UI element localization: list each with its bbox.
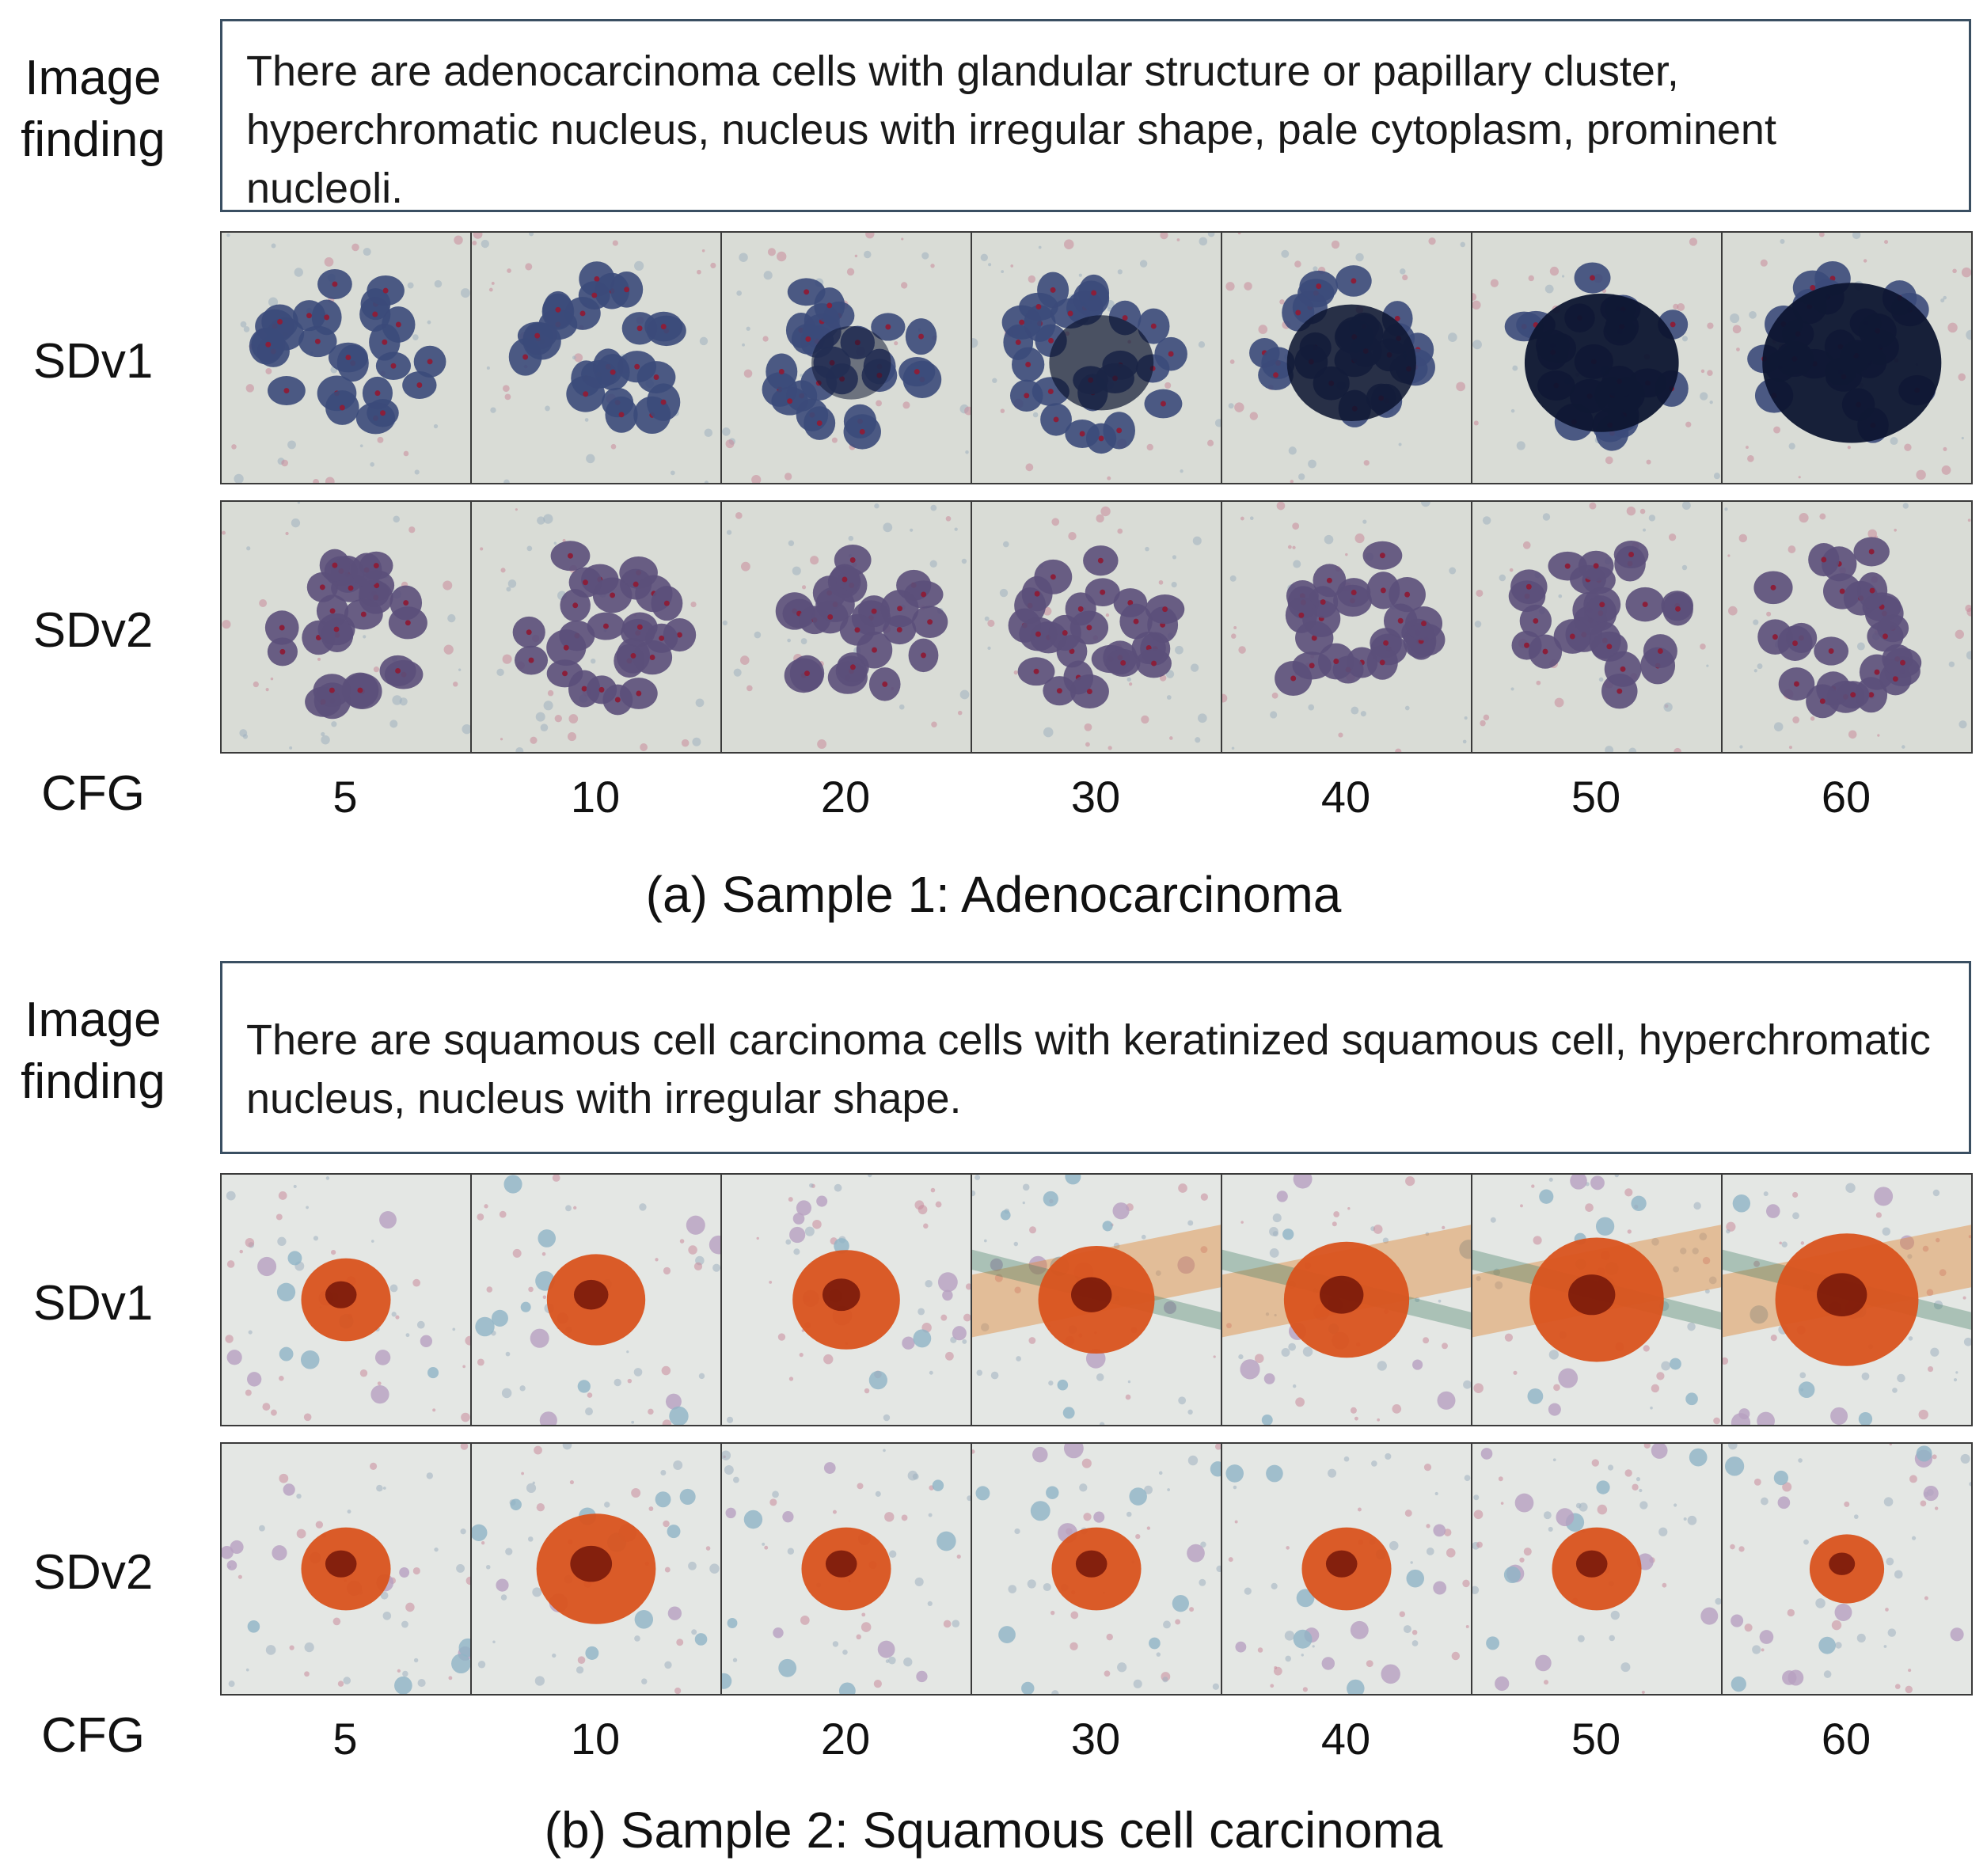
micrograph-image	[1723, 233, 1971, 483]
micrograph-tile	[971, 1173, 1222, 1426]
micrograph-tile	[1721, 1173, 1973, 1426]
micrograph-image	[1472, 1175, 1721, 1425]
micrograph-tile	[720, 231, 972, 484]
micrograph-image	[1723, 502, 1971, 752]
cfg-value: 40	[1320, 1714, 1371, 1764]
micrograph-tile	[1221, 231, 1472, 484]
micrograph-image	[472, 1175, 720, 1425]
cfg-value: 30	[1070, 1714, 1121, 1764]
micrograph-tile	[220, 500, 472, 754]
micrograph-tile	[1721, 1442, 1973, 1696]
tile-row-sdv2	[220, 500, 1973, 754]
micrograph-image	[722, 1444, 971, 1694]
micrograph-image	[472, 1444, 720, 1694]
micrograph-image	[472, 233, 720, 483]
finding-label: Image finding	[21, 51, 165, 167]
micrograph-tile	[1471, 231, 1723, 484]
finding-label: Image finding	[21, 993, 165, 1109]
tile-row-sdv1	[220, 1173, 1973, 1426]
row-label-sdv1: SDv1	[32, 1276, 154, 1331]
cfg-value: 20	[820, 1714, 871, 1764]
micrograph-tile	[1721, 231, 1973, 484]
tile-row-sdv1	[220, 231, 1973, 484]
micrograph-image	[1222, 1444, 1471, 1694]
micrograph-tile	[470, 1442, 722, 1696]
micrograph-image	[222, 233, 470, 483]
row-label-sdv2: SDv2	[32, 1545, 154, 1600]
caption-b: (b) Sample 2: Squamous cell carcinoma	[544, 1802, 1443, 1859]
micrograph-image	[972, 502, 1221, 752]
micrograph-tile	[220, 1173, 472, 1426]
cfg-values: 5 10 20 30 40 50 60	[220, 769, 1971, 825]
micrograph-image	[722, 502, 971, 752]
cfg-value: 30	[1070, 772, 1121, 822]
cfg-value: 20	[820, 772, 871, 822]
cfg-value: 5	[332, 772, 358, 822]
caption-a: (a) Sample 1: Adenocarcinoma	[645, 866, 1342, 923]
cfg-label: CFG	[41, 1708, 145, 1763]
micrograph-image	[1723, 1175, 1971, 1425]
micrograph-tile	[1221, 1442, 1472, 1696]
micrograph-image	[222, 1444, 470, 1694]
micrograph-image	[972, 1444, 1221, 1694]
finding-box: There are adenocarcinoma cells with glan…	[220, 19, 1971, 212]
cfg-value: 5	[332, 1714, 358, 1764]
micrograph-tile	[470, 500, 722, 754]
cfg-values: 5 10 20 30 40 50 60	[220, 1711, 1971, 1767]
micrograph-image	[1222, 233, 1471, 483]
micrograph-image	[222, 1175, 470, 1425]
micrograph-tile	[720, 1173, 972, 1426]
cfg-value: 60	[1821, 1714, 1871, 1764]
micrograph-image	[972, 233, 1221, 483]
micrograph-image	[1472, 502, 1721, 752]
cfg-value: 10	[570, 1714, 621, 1764]
micrograph-image	[1222, 502, 1471, 752]
micrograph-image	[1723, 1444, 1971, 1694]
finding-text: There are squamous cell carcinoma cells …	[246, 1016, 1931, 1122]
micrograph-tile	[220, 231, 472, 484]
micrograph-image	[1472, 233, 1721, 483]
micrograph-tile	[1471, 1442, 1723, 1696]
micrograph-tile	[470, 231, 722, 484]
finding-text: There are adenocarcinoma cells with glan…	[246, 47, 1776, 212]
cfg-value: 50	[1571, 1714, 1621, 1764]
cfg-value: 50	[1571, 772, 1621, 822]
micrograph-image	[722, 1175, 971, 1425]
micrograph-tile	[971, 500, 1222, 754]
cfg-value: 40	[1320, 772, 1371, 822]
row-label-sdv2: SDv2	[32, 603, 154, 658]
micrograph-tile	[1721, 500, 1973, 754]
micrograph-tile	[1221, 500, 1472, 754]
micrograph-tile	[1471, 1173, 1723, 1426]
micrograph-image	[1222, 1175, 1471, 1425]
finding-box: There are squamous cell carcinoma cells …	[220, 961, 1971, 1154]
micrograph-image	[1472, 1444, 1721, 1694]
micrograph-tile	[220, 1442, 472, 1696]
micrograph-image	[722, 233, 971, 483]
cfg-value: 10	[570, 772, 621, 822]
micrograph-tile	[971, 1442, 1222, 1696]
micrograph-image	[472, 502, 720, 752]
micrograph-image	[972, 1175, 1221, 1425]
row-label-sdv1: SDv1	[32, 334, 154, 389]
micrograph-tile	[1471, 500, 1723, 754]
micrograph-tile	[1221, 1173, 1472, 1426]
micrograph-image	[222, 502, 470, 752]
micrograph-tile	[470, 1173, 722, 1426]
cfg-label: CFG	[41, 766, 145, 821]
cfg-value: 60	[1821, 772, 1871, 822]
micrograph-tile	[720, 500, 972, 754]
tile-row-sdv2	[220, 1442, 1973, 1696]
micrograph-tile	[720, 1442, 972, 1696]
micrograph-tile	[971, 231, 1222, 484]
